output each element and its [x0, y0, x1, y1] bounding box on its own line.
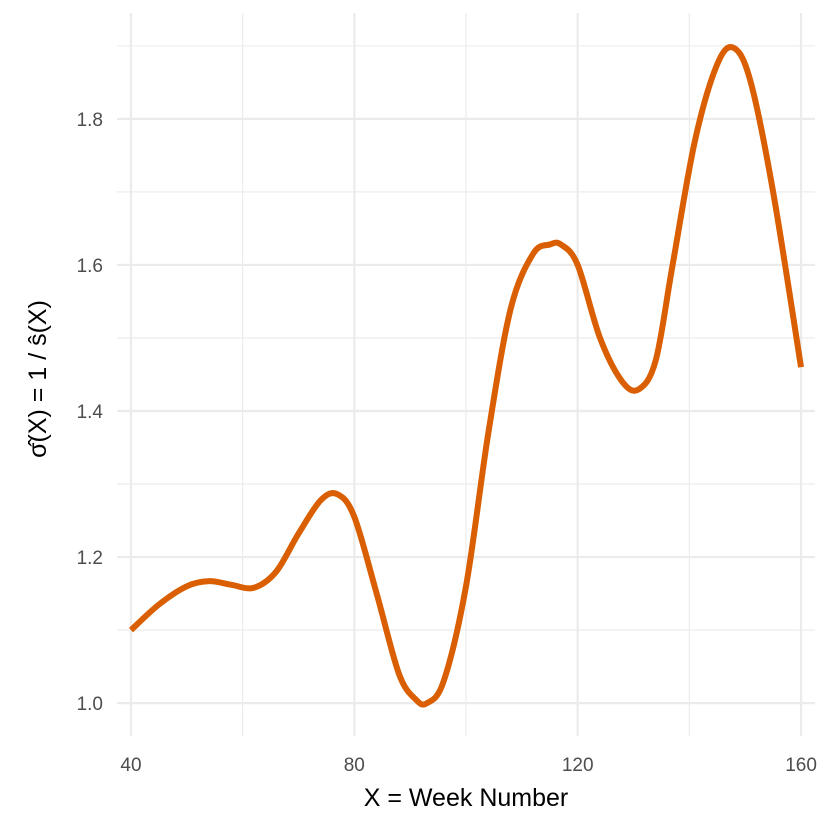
y-tick-label: 1.8	[77, 110, 103, 131]
x-axis-title: X = Week Number	[364, 784, 568, 812]
x-tick-label: 160	[785, 755, 817, 776]
y-axis-title: σ̂(X) = 1 / ŝ(X)	[24, 300, 52, 458]
y-tick-label: 1.4	[77, 402, 104, 423]
grid-minor	[117, 13, 815, 736]
y-tick-label: 1.6	[77, 256, 103, 277]
y-tick-label: 1.2	[77, 548, 103, 569]
y-tick-labels: 1.0 1.2 1.4 1.6 1.8	[77, 110, 104, 715]
y-tick-label: 1.0	[77, 694, 103, 715]
series-line	[128, 44, 805, 708]
x-tick-labels: 40 80 120 160	[120, 755, 817, 776]
x-tick-label: 40	[120, 755, 141, 776]
x-tick-label: 120	[562, 755, 594, 776]
series-layer	[128, 44, 805, 708]
x-tick-label: 80	[344, 755, 365, 776]
